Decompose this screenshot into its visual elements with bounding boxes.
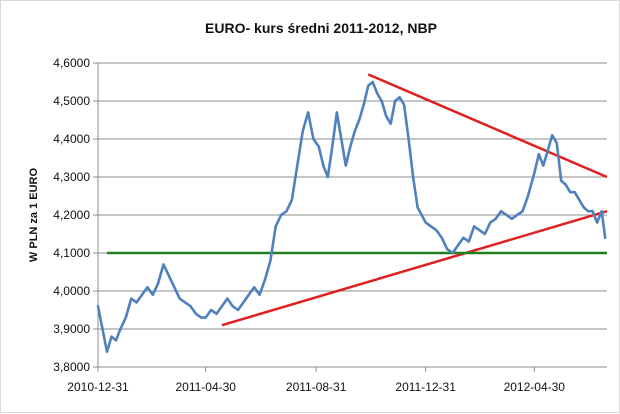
y-tick-label: 4,3000 [53, 170, 90, 184]
trend-lines [106, 73, 608, 327]
y-tick-label: 4,1000 [53, 246, 90, 260]
x-tick-label: 2011-12-31 [395, 380, 456, 394]
chart-title: EURO- kurs średni 2011-2012, NBP [205, 20, 437, 36]
trend-line [367, 73, 608, 179]
x-tick-label: 2012-04-30 [504, 380, 566, 394]
y-tick-label: 4,4000 [53, 132, 90, 146]
x-tick-labels: 2010-12-31 2011-04-30 2011-08-31 2011-12-31… [67, 380, 565, 394]
y-axis-title: W PLN za 1 EURO [28, 167, 40, 262]
x-tick-label: 2011-04-30 [175, 380, 236, 394]
y-tick-label: 3,8000 [53, 360, 90, 374]
series-line [96, 80, 607, 354]
y-tick-label: 4,0000 [53, 284, 90, 298]
x-tick-label: 2010-12-31 [67, 380, 129, 394]
trend-line [221, 210, 608, 327]
x-tick-label: 2011-08-31 [286, 380, 347, 394]
y-tick-label: 4,2000 [53, 208, 90, 222]
axes [97, 63, 607, 372]
y-tick-label: 4,5000 [53, 94, 90, 108]
gridlines [93, 62, 607, 368]
y-tick-label: 4,6000 [53, 56, 90, 70]
y-tick-label: 3,9000 [53, 322, 90, 336]
series-layer [96, 80, 607, 354]
y-tick-labels: 3,8000 3,9000 4,0000 4,1000 4,2000 4,3000 4,40… [53, 56, 90, 374]
